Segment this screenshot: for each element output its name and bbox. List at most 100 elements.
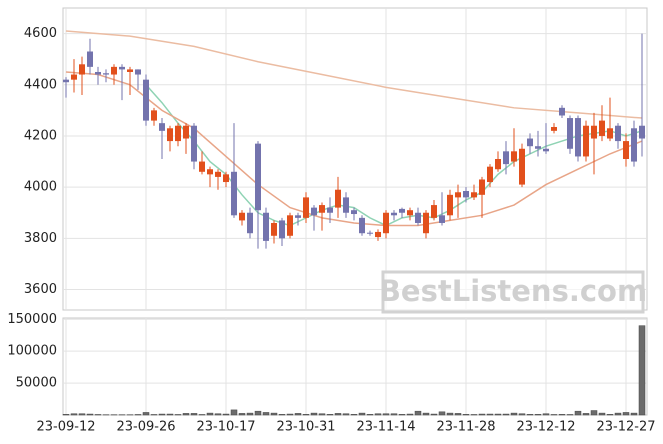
- candle-body: [599, 120, 605, 136]
- candle-body: [631, 128, 637, 162]
- volume-bar: [438, 411, 446, 416]
- watermark: BestListens.com: [379, 274, 647, 308]
- volume-bar: [550, 414, 558, 416]
- volume-bar: [430, 413, 438, 416]
- x-tick-label: 23-11-14: [356, 420, 415, 435]
- volume-panel: [62, 317, 648, 416]
- volume-bar: [622, 412, 630, 416]
- candle-body: [575, 118, 581, 157]
- candle-body: [495, 159, 501, 170]
- volume-bar: [398, 414, 406, 416]
- candle-body: [639, 125, 645, 139]
- volume-bar: [166, 413, 174, 416]
- volume-bar: [542, 413, 550, 416]
- candle-body: [615, 125, 621, 142]
- candle-body: [71, 74, 77, 80]
- candle-body: [151, 110, 157, 121]
- volume-bar: [158, 413, 166, 416]
- y-tick-label: 4000: [24, 180, 57, 195]
- volume-bar: [478, 413, 486, 416]
- candle-body: [527, 138, 533, 147]
- volume-bar: [454, 413, 462, 416]
- candle-body: [287, 215, 293, 236]
- volume-bar: [566, 414, 574, 416]
- candle-body: [207, 169, 213, 175]
- volume-bar: [254, 410, 262, 416]
- volume-bar: [278, 414, 286, 416]
- y-tick-label: 4400: [24, 77, 57, 92]
- volume-bar: [598, 412, 606, 416]
- x-tick-label: 23-12-12: [516, 420, 575, 435]
- candle-body: [303, 197, 309, 218]
- volume-bar: [150, 414, 158, 416]
- moving-average-line: [65, 71, 643, 227]
- volume-bar: [614, 412, 622, 416]
- volume-bar: [494, 413, 502, 416]
- candle-body: [407, 210, 413, 216]
- volume-bar: [414, 410, 422, 416]
- candle-body: [591, 125, 597, 139]
- candle-body: [567, 118, 573, 149]
- candle-body: [127, 69, 133, 72]
- volume-bar: [94, 414, 102, 416]
- candle-body: [583, 125, 589, 157]
- candle-body: [199, 161, 205, 172]
- volume-bar: [262, 412, 270, 416]
- candle-body: [79, 64, 85, 75]
- volume-bar: [510, 412, 518, 416]
- volume-bar: [206, 412, 214, 416]
- candle-body: [471, 192, 477, 198]
- volume-bar: [558, 414, 566, 416]
- volume-bar: [334, 413, 342, 416]
- volume-bar: [182, 413, 190, 416]
- candle-body: [399, 208, 405, 213]
- candle-body: [143, 79, 149, 121]
- price-panel: [62, 7, 648, 311]
- candle-body: [183, 125, 189, 139]
- candle-body: [327, 207, 333, 213]
- candle-body: [367, 232, 373, 234]
- volume-bar: [286, 413, 294, 416]
- candle-body: [391, 212, 397, 216]
- volume-bar: [230, 409, 238, 416]
- candle-body: [463, 190, 469, 198]
- volume-bar: [590, 410, 598, 416]
- moving-average-line: [145, 84, 643, 227]
- candle-body: [311, 207, 317, 216]
- y-tick-label: 150000: [7, 312, 57, 327]
- volume-bar: [382, 413, 390, 416]
- x-tick-label: 23-11-28: [436, 420, 495, 435]
- volume-bar: [630, 412, 638, 416]
- volume-bar: [326, 414, 334, 416]
- volume-bar: [78, 413, 86, 416]
- candle-body: [119, 66, 125, 70]
- x-tick-label: 23-10-17: [196, 420, 255, 435]
- x-tick-label: 23-09-12: [36, 420, 95, 435]
- volume-bar: [358, 412, 366, 416]
- x-tick-label: 23-10-31: [276, 420, 335, 435]
- watermark-box: [381, 270, 645, 314]
- volume-bar: [310, 412, 318, 416]
- candle-body: [263, 212, 269, 241]
- volume-bar: [534, 414, 542, 416]
- y-tick-label: 4600: [24, 26, 57, 41]
- candle-body: [351, 210, 357, 215]
- candle-body: [87, 51, 93, 67]
- volume-bar: [502, 413, 510, 416]
- volume-bar: [526, 414, 534, 416]
- candle-body: [423, 212, 429, 234]
- y-tick-label: 3600: [24, 282, 57, 297]
- volume-bar: [302, 414, 310, 416]
- y-tick-label: 4200: [24, 128, 57, 143]
- volume-bar: [486, 413, 494, 416]
- candle-body: [135, 69, 141, 75]
- volume-bar: [422, 412, 430, 416]
- volume-bar: [142, 412, 150, 416]
- candle-body: [319, 205, 325, 213]
- volume-bar: [342, 413, 350, 416]
- candle-body: [279, 220, 285, 239]
- moving-average-line: [65, 30, 643, 119]
- candle-body: [343, 197, 349, 213]
- candle-body: [439, 215, 445, 223]
